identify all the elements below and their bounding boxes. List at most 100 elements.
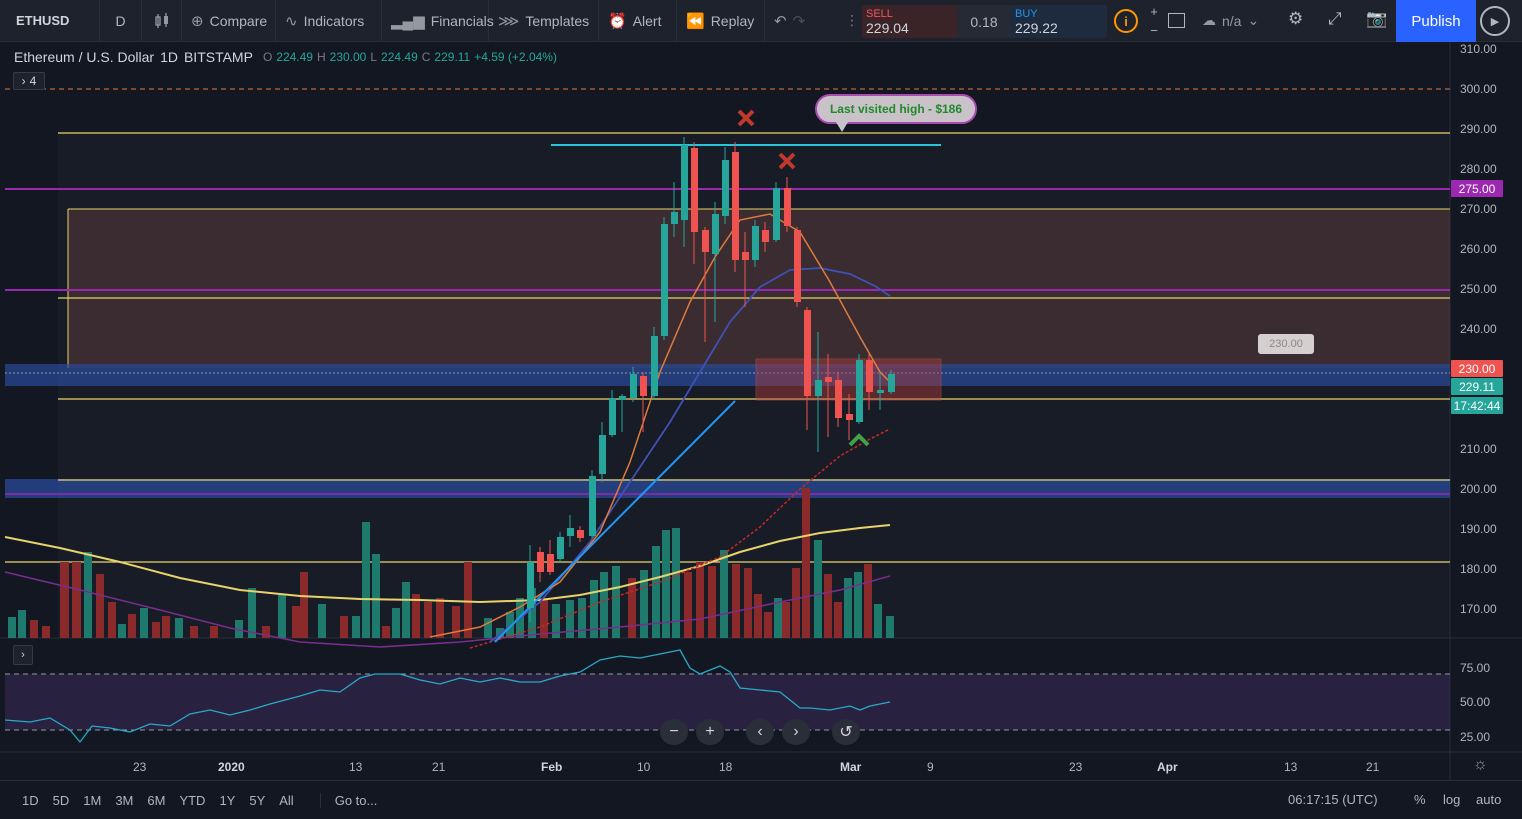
legend-low: 224.49 bbox=[381, 50, 418, 64]
range-button-ytd[interactable]: YTD bbox=[179, 792, 206, 808]
time-tick-label: 13 bbox=[349, 760, 363, 774]
buy-button[interactable]: BUY 229.22 bbox=[1011, 5, 1107, 38]
utc-clock[interactable]: 06:17:15 (UTC) bbox=[1288, 792, 1378, 807]
financials-button[interactable]: ▂▄▆ Financials bbox=[382, 0, 494, 42]
price-tick-label: 250.00 bbox=[1460, 282, 1497, 296]
ma-red-line[interactable] bbox=[469, 428, 891, 649]
x-mark-second-icon[interactable] bbox=[778, 152, 796, 170]
play-icon[interactable]: ▶ bbox=[1480, 6, 1510, 36]
interval-button[interactable]: D bbox=[100, 0, 142, 42]
symbol-search[interactable]: ETHUSD bbox=[0, 0, 100, 42]
spread-value: 0.18 bbox=[957, 5, 1011, 38]
ma-blue-line[interactable] bbox=[489, 267, 891, 643]
time-tick-label: 13 bbox=[1284, 760, 1298, 774]
camera-icon[interactable]: 📷 bbox=[1366, 9, 1388, 28]
range-button-all[interactable]: All bbox=[279, 792, 294, 808]
time-tick-label: 2020 bbox=[218, 760, 245, 774]
range-button-6m[interactable]: 6M bbox=[147, 792, 166, 808]
price-tick-label: 180.00 bbox=[1460, 562, 1497, 576]
price-tick-label: 270.00 bbox=[1460, 202, 1497, 216]
undo-icon[interactable]: ↶ bbox=[774, 12, 787, 30]
plus-icon[interactable]: + bbox=[1150, 4, 1158, 19]
zoom-out-button[interactable]: − bbox=[660, 719, 688, 745]
candles-icon[interactable] bbox=[142, 0, 182, 42]
indicators-button[interactable]: ∿ Indicators bbox=[276, 0, 382, 42]
compare-button[interactable]: ⊕ Compare bbox=[182, 0, 276, 42]
axis-settings-icon[interactable]: ☼ bbox=[1473, 756, 1488, 773]
quantity-stepper[interactable]: + − bbox=[1144, 5, 1164, 38]
ma-orange-line[interactable] bbox=[429, 213, 891, 638]
reset-chart-button[interactable]: ↺ bbox=[832, 719, 860, 745]
info-icon[interactable]: i bbox=[1114, 9, 1138, 33]
legend-interval: 1D bbox=[160, 49, 178, 65]
callout-tail bbox=[836, 122, 848, 132]
sell-button[interactable]: SELL 229.04 bbox=[862, 5, 957, 38]
legend-close: 229.11 bbox=[434, 50, 471, 64]
ma-200-line[interactable] bbox=[4, 524, 891, 604]
indicators-icon: ∿ bbox=[285, 12, 298, 30]
indicators-toggle[interactable]: › 4 bbox=[13, 72, 45, 90]
minus-icon[interactable]: − bbox=[1150, 23, 1158, 38]
replay-label: Replay bbox=[710, 12, 755, 29]
range-button-5y[interactable]: 5Y bbox=[249, 792, 266, 808]
time-tick-label: 9 bbox=[927, 760, 934, 774]
price-tick-label: 300.00 bbox=[1460, 82, 1497, 96]
chevron-down-icon: ⌄ bbox=[1247, 12, 1260, 28]
support-band-lower[interactable] bbox=[5, 479, 1450, 498]
range-button-1m[interactable]: 1M bbox=[83, 792, 102, 808]
compare-label: Compare bbox=[209, 12, 268, 29]
time-tick-label: Apr bbox=[1157, 760, 1178, 774]
time-tick-label: 10 bbox=[637, 760, 651, 774]
range-button-1y[interactable]: 1Y bbox=[219, 792, 236, 808]
percent-toggle[interactable]: % bbox=[1414, 792, 1426, 807]
legend-ohlc: O 224.49 H 230.00 L 224.49 C 229.11 +4.59 (+… bbox=[262, 50, 557, 64]
price-tick-label: 200.00 bbox=[1460, 482, 1497, 496]
rewind-icon: ⏪ bbox=[686, 12, 705, 30]
price-chart[interactable] bbox=[0, 42, 1522, 780]
x-mark-top-icon[interactable] bbox=[737, 109, 755, 127]
legend-change: +4.59 (+2.04%) bbox=[474, 50, 557, 64]
chevron-right-icon: › bbox=[21, 649, 25, 661]
range-button-1d[interactable]: 1D bbox=[22, 792, 39, 808]
rsi-line[interactable] bbox=[4, 649, 891, 744]
auto-toggle[interactable]: auto bbox=[1476, 792, 1502, 807]
scroll-right-button[interactable]: › bbox=[782, 719, 810, 745]
range-button-3m[interactable]: 3M bbox=[115, 792, 134, 808]
bottom-toolbar: 1D 5D 1M 3M 6M YTD 1Y 5Y All Go to... 06:17:15 (… bbox=[0, 780, 1522, 819]
callout-annotation[interactable]: Last visited high - $186 bbox=[815, 94, 977, 124]
range-button-5d[interactable]: 5D bbox=[52, 792, 70, 808]
layout-icon[interactable] bbox=[1168, 13, 1185, 28]
templates-button[interactable]: ⋙ Templates bbox=[489, 0, 599, 42]
legend-open: 224.49 bbox=[276, 50, 313, 64]
rsi-pane-toggle[interactable]: › bbox=[13, 645, 33, 665]
time-tick-label: 21 bbox=[1366, 760, 1380, 774]
templates-label: Templates bbox=[525, 12, 590, 29]
publish-button[interactable]: Publish bbox=[1396, 0, 1476, 42]
zoom-in-button[interactable]: + bbox=[696, 719, 724, 745]
support-band-upper[interactable] bbox=[5, 364, 1450, 386]
redo-icon[interactable]: ↷ bbox=[792, 12, 806, 30]
buy-price: 229.22 bbox=[1015, 20, 1058, 36]
replay-button[interactable]: ⏪ Replay bbox=[677, 0, 765, 42]
fullscreen-icon[interactable]: ⤢ bbox=[1328, 9, 1342, 28]
price-note-annotation[interactable]: 230.00 bbox=[1258, 334, 1314, 354]
scroll-left-button[interactable]: ‹ bbox=[746, 719, 774, 745]
goto-button[interactable]: Go to... bbox=[319, 792, 377, 808]
ma-purple-line[interactable] bbox=[4, 571, 891, 648]
alarm-clock-icon: ⏰ bbox=[608, 12, 627, 30]
legend-title: Ethereum / U.S. Dollar bbox=[14, 49, 155, 65]
sell-price: 229.04 bbox=[866, 20, 909, 36]
legend-high: 230.00 bbox=[329, 50, 367, 64]
chart-legend: Ethereum / U.S. Dollar 1D BITSTAMP O 224.… bbox=[14, 49, 557, 65]
rsi-tick-label: 25.00 bbox=[1460, 730, 1491, 744]
consolidation-box[interactable] bbox=[755, 358, 942, 401]
trendline-support[interactable] bbox=[494, 400, 736, 643]
alert-button[interactable]: ⏰ Alert bbox=[599, 0, 677, 42]
chevron-up-icon[interactable] bbox=[848, 433, 870, 447]
weather-selector[interactable]: ☁ n/a ⌄ bbox=[1202, 12, 1259, 29]
price-tick-label: 210.00 bbox=[1460, 442, 1497, 456]
gear-icon[interactable]: ⚙ bbox=[1288, 9, 1304, 28]
alert-label: Alert bbox=[632, 12, 662, 29]
log-toggle[interactable]: log bbox=[1443, 792, 1461, 807]
time-tick-label: 21 bbox=[432, 760, 446, 774]
